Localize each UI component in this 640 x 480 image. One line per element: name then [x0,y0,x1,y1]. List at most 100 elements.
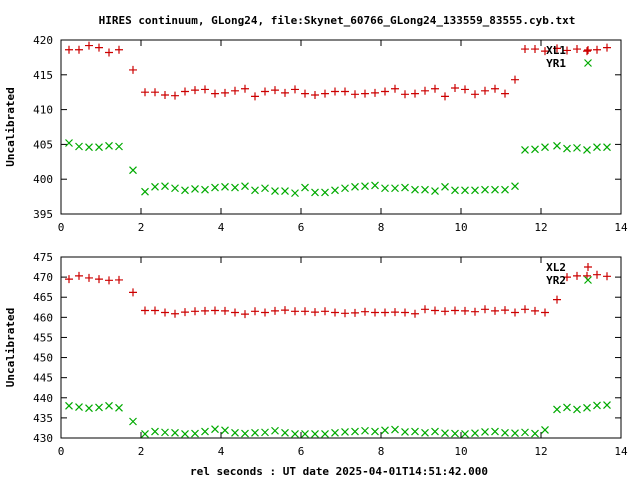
xl1-point [105,48,113,57]
yr2-point [201,427,209,436]
xl1-point [421,86,429,95]
yr1-point [541,143,549,152]
yr1-point [553,141,561,150]
yr2-point [491,427,499,436]
xl2-point [491,306,499,315]
yr2-point [85,404,93,413]
xl1-point [151,88,159,97]
x-tick-label: 6 [298,445,305,458]
xl1-point [181,87,189,96]
yr1-point [371,181,379,190]
x-tick-label: 14 [614,221,628,234]
yr1-point [115,142,123,151]
yr1-point [129,166,137,175]
xl1-point [201,85,209,94]
yr1-point [471,186,479,195]
xl2-point [65,275,73,284]
x-tick-label: 8 [378,445,385,458]
xl1-point [85,41,93,50]
yr1-point [521,146,529,154]
xl2-point [593,270,601,279]
xl1-point [221,88,229,97]
xl2-point [401,308,409,317]
yr1-point [95,143,103,152]
xl1-point [381,87,389,96]
x-tick-label: 6 [298,221,305,234]
yr1-point [171,184,179,193]
y-tick-label: 475 [33,251,53,264]
xl1-point [331,87,339,96]
yr2-point [471,429,479,438]
yr2-point [271,426,279,435]
yr2-point [391,425,399,434]
y-tick-label: 405 [33,138,53,151]
yr2-point [563,403,571,412]
yr1-point [381,184,389,193]
yr2-point [105,401,113,410]
xl1-point [563,46,571,55]
yr2-point [261,428,269,437]
x-tick-label: 0 [58,445,65,458]
xl2-point [421,305,429,314]
x-tick-label: 4 [218,445,225,458]
xl2-point [211,306,219,315]
xl2-point [311,308,319,317]
xl2-point [461,306,469,315]
xl2-point [141,306,149,315]
x-tick-label: 12 [534,221,547,234]
yr1-point [321,188,329,197]
xl1-point [281,88,289,97]
yr1-point [75,142,83,151]
yr1-point [151,182,159,191]
yr2-point [171,428,179,437]
yr1-point [201,185,209,194]
x-tick-label: 2 [138,221,145,234]
xl1-point [95,43,103,52]
yr2-point [511,429,519,438]
xl1-point [481,86,489,95]
xl1-point [491,84,499,93]
yr2-point [115,403,123,412]
yr1-point [531,145,539,154]
xl1-point [161,90,169,99]
yr2-point [75,403,83,411]
yr1-point [85,143,93,152]
yr2-point [401,428,409,436]
legend-label-xl2: XL2 [546,261,566,274]
xl1-point [553,44,561,53]
y-tick-label: 460 [33,311,53,324]
x-tick-label: 14 [614,445,628,458]
yr2-point [583,403,591,412]
xl1-point [321,89,329,98]
xl1-point [401,90,409,99]
yr2-point [231,428,239,437]
xl2-point [191,307,199,316]
y-tick-label: 440 [33,392,53,405]
xl2-point [85,273,93,282]
yr2-point [461,430,469,438]
yr2-point [501,428,509,437]
xl2-point [541,308,549,317]
xl1-point [191,86,199,95]
yr1-point [431,187,439,195]
xl2-point [271,306,279,315]
xl1-point [371,88,379,97]
x-tick-label: 10 [454,445,467,458]
yr2-point [351,427,359,436]
xl2-point [95,275,103,284]
xl1-point [291,85,299,94]
xl1-point [441,92,449,101]
xl1-point [431,84,439,93]
yr2-point [341,428,349,436]
yr1-point [563,144,571,153]
yr1-point [221,182,229,191]
yr1-point [161,182,169,191]
xl1-point [501,89,509,98]
xl1-point [471,90,479,99]
xl1-point [251,92,259,101]
xl2-point [331,308,339,317]
yr1-point [231,183,239,192]
xl1-point [231,86,239,95]
xl2-point [441,307,449,316]
yr1-point [411,185,419,194]
